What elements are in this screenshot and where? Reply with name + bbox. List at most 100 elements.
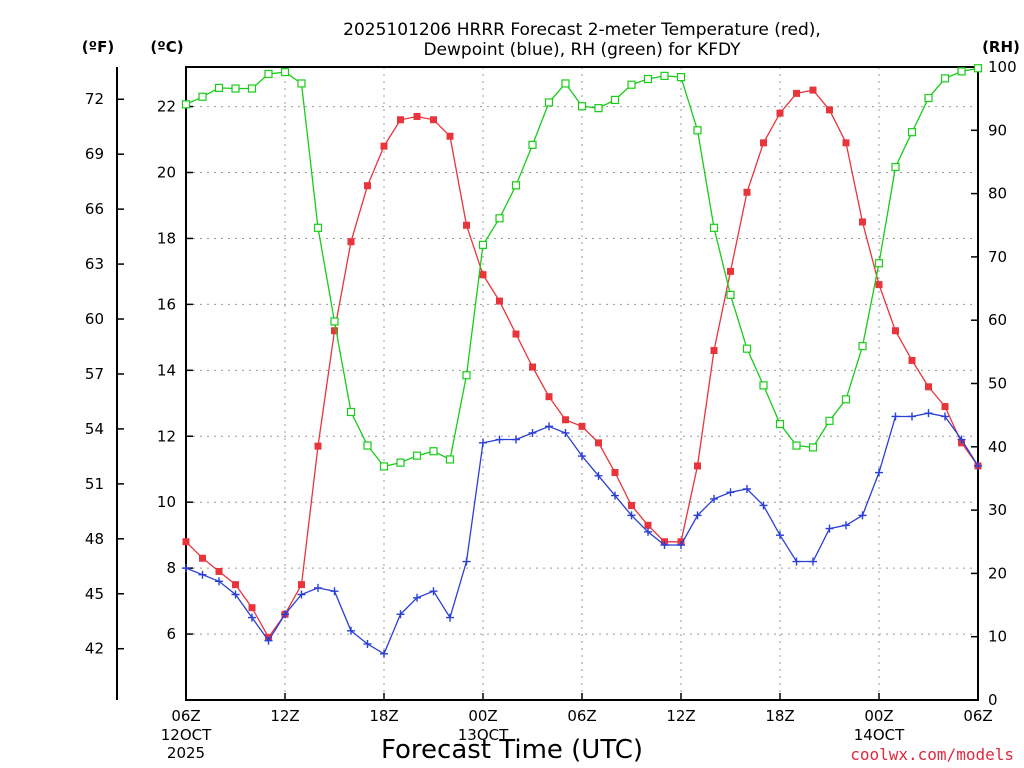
- rh-tick-label: 0: [988, 691, 998, 709]
- dewpoint-point: [677, 541, 685, 550]
- dewpoint-point: [941, 412, 949, 421]
- celsius-tick-label: 20: [157, 164, 176, 182]
- axes: [116, 66, 979, 701]
- dewpoint-point: [396, 610, 405, 619]
- dewpoint-point: [924, 409, 933, 418]
- temperature-point: [380, 142, 388, 150]
- temperature-point: [182, 538, 190, 546]
- time-tick-label: 06Z: [963, 707, 992, 725]
- temperature-point: [512, 330, 520, 338]
- dewpoint-point: [957, 435, 966, 444]
- rh-point: [346, 407, 356, 417]
- temperature-point: [430, 116, 437, 124]
- time-tick-label: 06Z: [567, 707, 596, 725]
- fahrenheit-tick-label: 54: [85, 420, 104, 438]
- dewpoint-point: [644, 527, 652, 536]
- tick-labels: 6 8 10 12 14 16 18 20 22 42 45 48 51 54 57 60 63 66 69 72 0 1…: [85, 58, 1017, 762]
- temperature-point: [364, 182, 371, 190]
- rh-point: [264, 69, 273, 79]
- temperature-point: [941, 403, 949, 411]
- time-tick-label: 06Z: [171, 707, 200, 725]
- rh-point: [676, 73, 686, 82]
- rh-point: [478, 240, 488, 249]
- temperature-point: [628, 501, 635, 509]
- time-tick-label: 12Z: [666, 707, 695, 725]
- celsius-tick-label: 16: [157, 295, 176, 313]
- date-label: 12OCT: [161, 726, 212, 744]
- temperature-point: [248, 604, 256, 612]
- rh-point: [594, 104, 603, 113]
- dewpoint-point: [281, 610, 289, 619]
- dewpoint-point: [528, 428, 537, 437]
- dewpoint-point: [825, 524, 834, 533]
- dewpoint-point: [842, 521, 850, 530]
- rh-point: [759, 381, 768, 390]
- dewpoint-point: [264, 636, 273, 645]
- rh-tick-label: 100: [988, 58, 1017, 76]
- rh-tick-label: 30: [988, 501, 1007, 519]
- rh-tick-label: 80: [988, 185, 1007, 203]
- rh-point: [792, 441, 801, 450]
- rh-point: [627, 80, 636, 89]
- celsius-tick-label: 22: [157, 98, 176, 116]
- dewpoint-point: [380, 649, 388, 658]
- temperature-point: [215, 567, 223, 575]
- dewpoint-point: [710, 494, 718, 503]
- temperature-point: [595, 439, 602, 447]
- rh-point: [379, 462, 389, 471]
- dewpoint-point: [314, 583, 322, 592]
- dewpoint-point: [776, 531, 784, 540]
- rh-line: [185, 67, 979, 468]
- rh-tick-label: 70: [988, 248, 1007, 266]
- temperature-point: [463, 221, 470, 229]
- chart-title-line1: 2025101206 HRRR Forecast 2-meter Tempera…: [343, 20, 821, 40]
- fahrenheit-tick-label: 45: [85, 585, 104, 603]
- rh-point: [610, 95, 620, 105]
- rh-point: [280, 67, 290, 77]
- credit-text: coolwx.com/models: [850, 745, 1014, 764]
- celsius-tick-label: 18: [157, 229, 176, 247]
- rh-point: [577, 102, 587, 111]
- rh-point: [693, 126, 702, 135]
- rh-tick-label: 10: [988, 628, 1007, 646]
- time-tick-label: 18Z: [765, 707, 794, 725]
- temperature-point: [562, 416, 569, 424]
- rh-series: [181, 64, 983, 471]
- dewpoint-point: [974, 461, 982, 470]
- rh-point: [973, 64, 983, 73]
- fahrenheit-tick-label: 66: [85, 200, 104, 218]
- rh-point: [462, 371, 471, 380]
- dewpoint-point: [363, 639, 372, 648]
- rh-point: [214, 83, 224, 92]
- temperature-point: [545, 393, 553, 401]
- rh-point: [495, 214, 504, 223]
- rh-point: [874, 259, 884, 268]
- dewpoint-point: [759, 501, 768, 510]
- rh-tick-label: 50: [988, 375, 1007, 393]
- temperature-point: [925, 383, 932, 391]
- temperature-point: [842, 139, 850, 147]
- temperature-point: [710, 347, 718, 355]
- rh-point: [924, 93, 933, 103]
- fahrenheit-unit-label: (ºF): [82, 38, 114, 56]
- dewpoint-point: [413, 593, 421, 602]
- dewpoint-point: [792, 557, 801, 566]
- time-tick-label: 00Z: [468, 707, 497, 725]
- temperature-point: [908, 356, 916, 364]
- dewpoint-point: [429, 587, 438, 596]
- temperature-point: [479, 271, 487, 279]
- date-label: 14OCT: [854, 726, 905, 744]
- x-axis-label: Forecast Time (UTC): [381, 735, 643, 765]
- temperature-point: [347, 238, 355, 246]
- dewpoint-point: [858, 511, 867, 520]
- rh-point: [858, 342, 867, 351]
- temperature-point: [413, 112, 421, 120]
- dewpoint-point: [611, 491, 619, 500]
- rh-point: [726, 290, 735, 299]
- rh-point: [660, 71, 669, 80]
- dewpoint-point: [627, 511, 636, 520]
- fahrenheit-tick-label: 57: [85, 365, 104, 383]
- rh-point: [709, 223, 719, 232]
- dewpoint-point: [347, 626, 355, 635]
- dewpoint-point: [330, 587, 339, 596]
